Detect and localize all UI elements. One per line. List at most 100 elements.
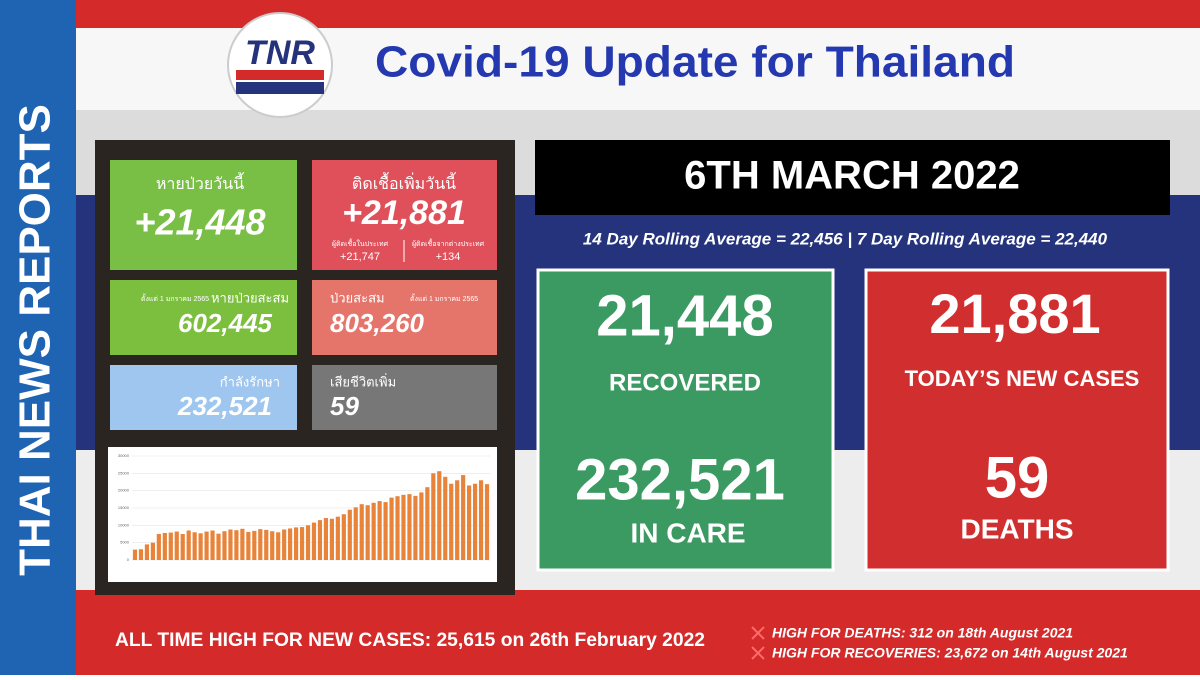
- big-label: TODAY’S NEW CASES: [905, 366, 1140, 391]
- tile-sub-value: +21,747: [340, 251, 380, 263]
- tile-label: หายป่วยวันนี้: [156, 172, 245, 193]
- logo-text: TNR: [245, 34, 315, 72]
- icon: [751, 626, 765, 640]
- big-value: 59: [985, 445, 1050, 510]
- flag-red-bottom: [0, 590, 1200, 675]
- title: Covid-19 Update for Thailand: [375, 38, 1015, 87]
- icon: [751, 646, 765, 660]
- bar: [198, 533, 203, 560]
- bar: [311, 522, 317, 560]
- bar: [228, 529, 233, 560]
- recovered-box: [536, 268, 835, 572]
- bar: [138, 549, 144, 560]
- tile-label: เสียชีวิตเพิ่ม: [330, 373, 396, 389]
- bar: [389, 497, 394, 560]
- tile-sub-value: +134: [436, 251, 461, 263]
- bar: [443, 476, 448, 560]
- y-tick-label: 5000: [120, 540, 130, 545]
- bar: [180, 534, 185, 560]
- tile-value: 602,445: [178, 308, 273, 338]
- bar: [323, 518, 329, 560]
- bar: [293, 527, 299, 560]
- tile: [110, 160, 297, 270]
- bar: [335, 516, 340, 560]
- y-tick-label: 0: [127, 557, 130, 562]
- tile: [312, 365, 497, 430]
- big-value: 21,448: [596, 283, 773, 348]
- bar: [305, 525, 311, 560]
- tile-value: 803,260: [330, 308, 425, 338]
- bar: [264, 529, 269, 560]
- bar: [365, 505, 370, 560]
- footer-high-cases: ALL TIME HIGH FOR NEW CASES: 25,615 on 2…: [115, 630, 705, 651]
- tile-value: 232,521: [177, 391, 272, 421]
- bar: [383, 502, 388, 560]
- bar: [144, 544, 150, 560]
- bar: [204, 531, 209, 560]
- flag-red-top: [0, 0, 1200, 28]
- bar: [192, 532, 197, 560]
- bar: [132, 549, 138, 560]
- side-label: THAI NEWS REPORTS: [11, 104, 60, 576]
- bar: [168, 532, 173, 560]
- big-value: 21,881: [929, 282, 1100, 345]
- bar: [347, 509, 352, 560]
- big-label: DEATHS: [960, 513, 1073, 544]
- tile-value: 59: [330, 391, 359, 421]
- bar: [282, 529, 287, 560]
- cases-box: [864, 268, 1170, 572]
- bar: [210, 530, 215, 560]
- bar: [461, 475, 466, 560]
- tile-note: ตั้งแต่ 1 มกราคม 2565: [410, 292, 478, 303]
- bar: [252, 530, 257, 560]
- side-band: [0, 0, 76, 675]
- bar: [425, 487, 430, 560]
- y-tick-label: 25000: [118, 470, 130, 475]
- bar: [299, 527, 305, 560]
- y-tick-label: 30000: [118, 453, 130, 458]
- bar: [162, 532, 167, 560]
- bar: [353, 507, 358, 560]
- tile: [312, 280, 497, 355]
- bar: [395, 496, 400, 560]
- bar: [472, 483, 478, 560]
- footer-high-recoveries: HIGH FOR RECOVERIES: 23,672 on 14th Augu…: [772, 645, 1128, 661]
- y-tick-label: 20000: [118, 488, 130, 493]
- bar: [174, 531, 179, 560]
- bar: [341, 514, 346, 560]
- bar: [437, 471, 442, 560]
- tile-sub-label: ผู้ติดเชื้อจากต่างประเทศ: [412, 237, 485, 248]
- big-label: IN CARE: [630, 517, 745, 548]
- footer-high-deaths: HIGH FOR DEATHS: 312 on 18th August 2021: [772, 625, 1073, 641]
- bar: [240, 528, 245, 560]
- bar: [371, 502, 376, 560]
- tile-note: ตั้งแต่ 1 มกราคม 2565: [141, 292, 209, 303]
- bar: [222, 531, 227, 560]
- y-tick-label: 15000: [118, 505, 130, 510]
- bar: [478, 480, 484, 560]
- bar: [258, 529, 263, 560]
- bar: [317, 520, 323, 560]
- bar: [449, 483, 454, 560]
- bar: [401, 494, 406, 560]
- tile: [110, 280, 297, 355]
- bar: [431, 473, 436, 560]
- date-box: [535, 140, 1170, 215]
- tile-sub-label: ผู้ติดเชื้อในประเทศ: [332, 237, 389, 248]
- bar: [455, 480, 460, 560]
- bar: [288, 528, 293, 560]
- bar: [234, 530, 239, 560]
- bar: [270, 531, 275, 560]
- tile-value: +21,448: [134, 202, 265, 243]
- bar: [419, 492, 424, 560]
- logo-stripe: [236, 70, 324, 80]
- bar: [467, 485, 472, 560]
- tile-label: หายป่วยสะสม: [211, 290, 289, 305]
- tile-value: +21,881: [342, 194, 466, 232]
- tile-label: ป่วยสะสม: [330, 290, 385, 305]
- bar: [276, 532, 281, 560]
- big-value: 232,521: [575, 447, 785, 512]
- bar: [359, 504, 364, 560]
- bar: [413, 495, 418, 560]
